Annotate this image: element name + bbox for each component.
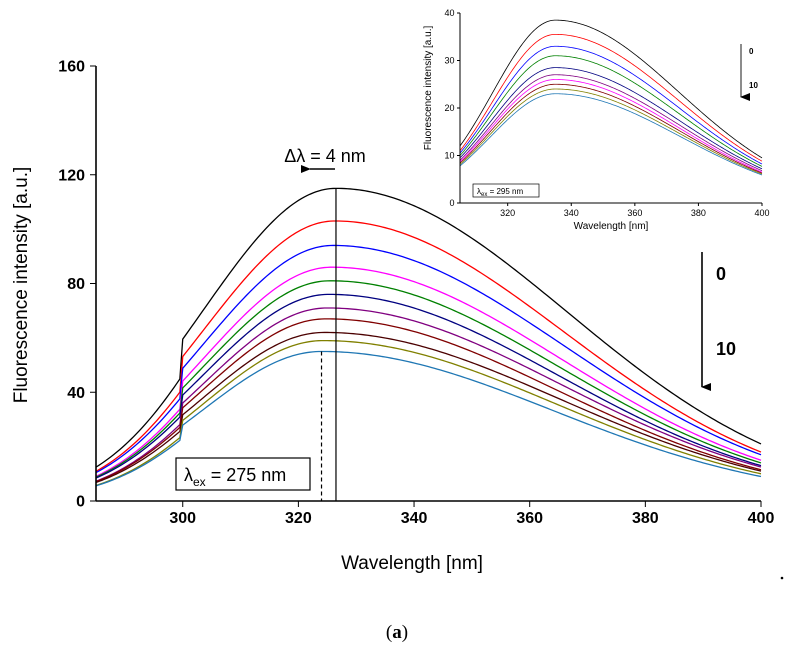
caption-close: )	[401, 622, 409, 643]
inset-series-line-7	[459, 83, 763, 174]
excitation-sub: ex	[193, 475, 206, 489]
main-y-axis-label: Fluorescence intensity [a.u.]	[11, 167, 32, 404]
main-y-tick-label: 120	[58, 167, 85, 184]
inset-y-tick-label: 40	[444, 8, 454, 18]
inset-series-line-3	[459, 55, 763, 167]
inset-y-axis-label: Fluorescence intensity [a.u.]	[423, 26, 434, 151]
excitation-symbol: λ	[184, 465, 193, 485]
arrow-end-label: 10	[716, 339, 736, 359]
main-x-tick-label: 360	[516, 510, 543, 527]
main-x-tick-label: 300	[169, 510, 196, 527]
stray-dot	[780, 576, 784, 580]
main-x-axis-label: Wavelength [nm]	[341, 553, 483, 574]
inset-background	[460, 13, 762, 203]
main-series-line-2	[95, 244, 762, 474]
inset-series-line-8	[459, 88, 763, 175]
inset-x-tick-label: 380	[691, 208, 706, 218]
main-series-line-7	[95, 318, 762, 483]
inset-excitation-label: λex = 295 nm	[477, 187, 523, 198]
main-y-tick-label: 160	[58, 59, 85, 76]
excitation-box	[175, 457, 311, 491]
inset-y-tick-label: 20	[444, 103, 454, 113]
main-y-tick-label: 40	[67, 385, 85, 402]
inset-y-ticks: 0 10 20 30 40	[444, 8, 460, 208]
main-series-line-1	[95, 220, 762, 472]
main-x-tick-label: 320	[285, 510, 312, 527]
main-y-ticks: 0 40 80 120 160	[58, 59, 96, 511]
inset-series-line-0	[459, 19, 763, 159]
inset-excitation-box	[472, 183, 540, 198]
main-series-line-0	[95, 187, 762, 468]
inset-arrow-end-label: 10	[749, 81, 758, 90]
caption-letter: a	[392, 622, 402, 643]
main-series-line-9	[95, 339, 762, 487]
inset-excitation-symbol: λ	[477, 187, 481, 196]
inset-y-tick-label: 10	[444, 151, 454, 161]
main-series-line-6	[95, 307, 762, 482]
inset-excitation-value: = 295 nm	[487, 187, 523, 196]
inset-x-tick-label: 360	[627, 208, 642, 218]
main-x-tick-label: 380	[632, 510, 659, 527]
inset-series-line-4	[459, 67, 763, 170]
inset-series-group	[459, 19, 763, 176]
inset-y-tick-label: 30	[444, 56, 454, 66]
main-x-tick-label: 400	[748, 510, 775, 527]
main-series-line-8	[95, 331, 762, 484]
inset-excitation-sub: ex	[481, 192, 487, 198]
inset-x-tick-label: 400	[754, 208, 769, 218]
inset-y-tick-label: 0	[449, 198, 454, 208]
main-series-line-5	[95, 293, 762, 479]
inset-plot: 320 340 360 380 400 0 10 20 30 40 λex = 295 nm 0…	[423, 8, 770, 232]
inset-x-tick-label: 340	[564, 208, 579, 218]
figure-caption: (a)	[0, 622, 794, 644]
inset-series-line-1	[459, 33, 763, 162]
inset-series-line-5	[459, 74, 763, 172]
excitation-value: = 275 nm	[206, 465, 287, 485]
inset-x-ticks: 320 340 360 380 400	[500, 203, 770, 218]
main-y-tick-label: 80	[67, 276, 85, 293]
caption-open: (	[385, 622, 393, 643]
arrow-start-label: 0	[716, 264, 726, 284]
inset-x-tick-label: 320	[500, 208, 515, 218]
inset-series-line-2	[459, 45, 763, 165]
main-series-line-4	[95, 280, 762, 478]
main-y-tick-label: 0	[76, 494, 85, 511]
excitation-label: λex = 275 nm	[184, 465, 286, 489]
main-x-ticks: 300 320 340 360 380 400	[169, 501, 774, 527]
shift-label: Δλ = 4 nm	[284, 146, 366, 166]
main-series-line-3	[95, 266, 762, 477]
main-series-line-10	[95, 350, 762, 487]
inset-arrow-start-label: 0	[749, 47, 754, 56]
main-series-group	[95, 187, 762, 487]
inset-series-line-9	[459, 93, 763, 176]
inset-x-axis-label: Wavelength [nm]	[574, 221, 649, 232]
inset-series-line-6	[459, 79, 763, 173]
main-x-tick-label: 340	[401, 510, 428, 527]
